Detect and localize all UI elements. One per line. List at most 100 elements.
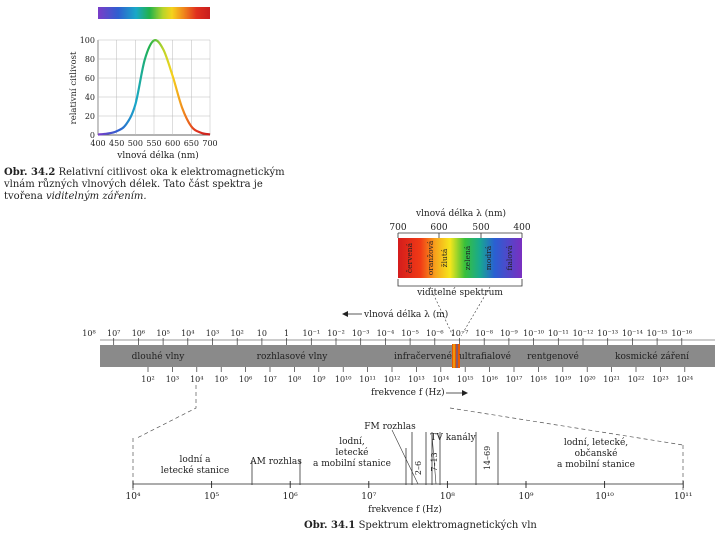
x-tick-label: 700 bbox=[202, 139, 217, 148]
frequency-tick-label: 10⁵ bbox=[215, 375, 228, 384]
y-axis-label: relativní citlivost bbox=[68, 51, 79, 124]
wavelength-tick-label: 10⁻⁴ bbox=[377, 329, 395, 338]
visible-color-label: červená bbox=[405, 242, 414, 273]
caption-text: Relativní citlivost oka k elektromagneti… bbox=[4, 167, 285, 202]
spectrum-band bbox=[100, 345, 715, 367]
frequency-tick-label: 10¹⁰ bbox=[335, 375, 352, 384]
band-label: dlouhé vlny bbox=[132, 351, 186, 362]
radio-tick-label: 10¹¹ bbox=[674, 492, 693, 502]
frequency-tick-label: 10⁴ bbox=[190, 375, 203, 384]
visible-color-label: oranžová bbox=[426, 240, 435, 275]
wavelength-tick-label: 10⁻² bbox=[327, 329, 345, 338]
caption-label: Obr. 34.2 bbox=[4, 167, 56, 178]
caption-text: Spektrum elektromagnetických vln bbox=[358, 520, 537, 531]
wavelength-tick-label: 10⁻⁶ bbox=[426, 329, 444, 338]
frequency-tick-label: 10¹⁴ bbox=[433, 375, 450, 384]
frequency-arrowhead bbox=[462, 390, 468, 396]
visible-title: vlnová délka λ (nm) bbox=[415, 208, 506, 219]
frequency-tick-label: 10² bbox=[141, 375, 154, 384]
visible-tick-label: 400 bbox=[513, 223, 530, 233]
visible-spectrum-label: viditelné spektrum bbox=[416, 287, 503, 298]
visible-tick-label: 700 bbox=[389, 223, 406, 233]
caption-italic: viditelným zářením. bbox=[45, 191, 147, 202]
visible-bracket bbox=[397, 279, 523, 287]
frequency-tick-label: 10⁷ bbox=[263, 375, 276, 384]
wavelength-axis-label: vlnová délka λ (m) bbox=[363, 309, 448, 320]
band-label: rozhlasové vlny bbox=[257, 351, 329, 362]
x-tick-label: 550 bbox=[146, 139, 161, 148]
x-tick-label: 650 bbox=[184, 139, 199, 148]
frequency-tick-label: 10³ bbox=[166, 375, 179, 384]
visible-marker bbox=[452, 344, 460, 368]
wavelength-tick-label: 10⁻⁸ bbox=[475, 329, 493, 338]
frequency-tick-label: 10²⁴ bbox=[677, 375, 694, 384]
wavelength-tick-label: 10⁻¹¹ bbox=[548, 329, 569, 338]
radio-band-label: lodní a letecké stanice bbox=[161, 454, 229, 476]
x-tick-label: 600 bbox=[165, 139, 180, 148]
visible-color-label: fialová bbox=[505, 245, 514, 271]
frequency-tick-label: 10²¹ bbox=[603, 375, 620, 384]
y-tick-label: 40 bbox=[85, 93, 95, 102]
radio-tick-label: 10⁹ bbox=[518, 492, 533, 502]
wavelength-tick-label: 10⁻¹⁴ bbox=[622, 329, 643, 338]
wavelength-tick-label: 10⁻¹⁵ bbox=[647, 329, 668, 338]
visible-color-label: žlutá bbox=[440, 248, 449, 267]
wavelength-tick-label: 10 bbox=[257, 329, 267, 338]
color-bar bbox=[98, 7, 210, 19]
frequency-tick-label: 10¹⁸ bbox=[530, 375, 547, 384]
y-tick-label: 100 bbox=[80, 36, 95, 45]
frequency-tick-label: 10¹³ bbox=[408, 375, 425, 384]
frequency-tick-label: 10¹¹ bbox=[359, 375, 376, 384]
radio-tick-label: 10⁶ bbox=[283, 492, 298, 502]
tv-channel-label: 7–13 bbox=[430, 452, 439, 471]
sensitivity-chart: relativní citlivost 0 20 40 60 80 100 400 450 5… bbox=[68, 7, 218, 160]
frequency-axis-label: frekvence f (Hz) bbox=[371, 387, 445, 398]
wavelength-tick-label: 10² bbox=[231, 329, 244, 338]
radio-tick-label: 10⁵ bbox=[204, 492, 219, 502]
wavelength-tick-label: 10³ bbox=[206, 329, 219, 338]
tv-channel-label: 2–6 bbox=[414, 461, 423, 475]
frequency-tick-label: 10¹⁶ bbox=[481, 375, 498, 384]
wavelength-tick-label: 10⁻¹² bbox=[573, 329, 594, 338]
y-tick-label: 60 bbox=[85, 74, 95, 83]
wavelength-tick-label: 10⁻¹³ bbox=[597, 329, 618, 338]
wavelength-tick-label: 10⁻⁹ bbox=[500, 329, 518, 338]
tv-label: TV kanály bbox=[430, 432, 476, 443]
fm-label: FM rozhlas bbox=[364, 422, 416, 432]
radio-tick-label: 10⁴ bbox=[125, 492, 140, 502]
caption-label: Obr. 34.1 bbox=[304, 520, 356, 531]
figure-34-1-caption: Obr. 34.1 Spektrum elektromagnetických v… bbox=[304, 520, 604, 532]
wavelength-tick-label: 10⁷ bbox=[107, 329, 120, 338]
visible-color-label: zelená bbox=[463, 245, 472, 270]
y-tick-label: 20 bbox=[85, 112, 95, 121]
wavelength-arrowhead bbox=[342, 311, 348, 317]
radio-band-label: lodní, letecké, občanské a mobilní stanice bbox=[557, 437, 635, 470]
x-tick-label: 450 bbox=[109, 139, 124, 148]
visible-connector bbox=[429, 286, 491, 337]
frequency-tick-label: 10²³ bbox=[652, 375, 669, 384]
frequency-tick-label: 10⁹ bbox=[312, 375, 326, 384]
x-tick-label: 500 bbox=[128, 139, 143, 148]
wavelength-tick-label: 10⁶ bbox=[132, 329, 145, 338]
band-label: ultrafialové bbox=[459, 351, 511, 362]
wavelength-tick-label: 10⁻⁷ bbox=[451, 329, 469, 338]
visible-color-label: modrá bbox=[484, 245, 493, 270]
wavelength-tick-label: 10⁸ bbox=[82, 329, 95, 338]
frequency-tick-label: 10⁶ bbox=[239, 375, 252, 384]
visible-tick-label: 500 bbox=[472, 223, 489, 233]
wavelength-tick-label: 10⁵ bbox=[156, 329, 169, 338]
frequency-tick-label: 10¹⁵ bbox=[457, 375, 474, 384]
radio-band-label: AM rozhlas bbox=[249, 457, 302, 467]
em-spectrum-diagram: vlnová délka λ (nm) 700 600 500 400 červená… bbox=[82, 208, 715, 515]
tv-channel-label: 14–69 bbox=[483, 446, 492, 470]
wavelength-tick-label: 10⁻¹⁰ bbox=[523, 329, 544, 338]
band-label: kosmické záření bbox=[615, 351, 689, 362]
frequency-tick-label: 10⁸ bbox=[288, 375, 301, 384]
visible-tick-label: 600 bbox=[430, 223, 447, 233]
visible-bar bbox=[398, 238, 522, 278]
band-label: rentgenové bbox=[527, 351, 579, 362]
frequency-tick-label: 10¹⁷ bbox=[506, 375, 523, 384]
sensitivity-curve bbox=[97, 39, 211, 136]
radio-tick-label: 10¹⁰ bbox=[595, 492, 614, 502]
band-label: infračervené bbox=[394, 351, 452, 362]
